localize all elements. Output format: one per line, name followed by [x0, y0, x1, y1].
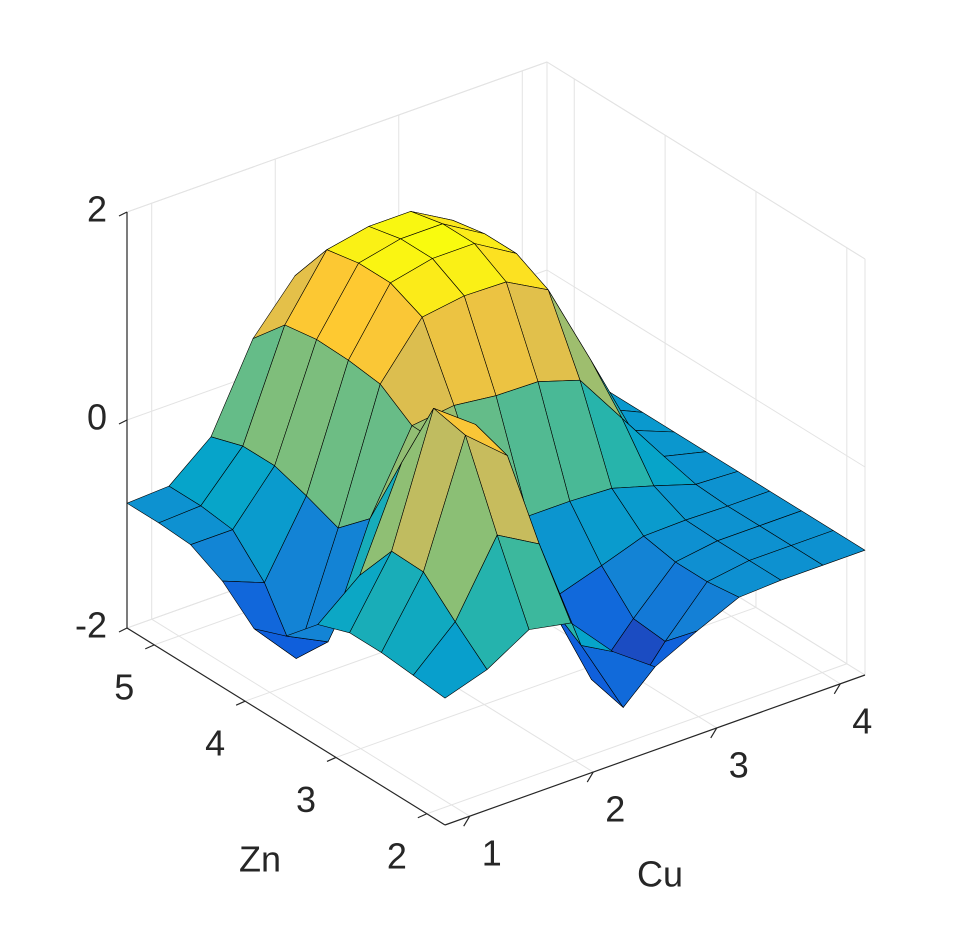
grid-line [546, 61, 866, 260]
x-tick [586, 771, 594, 783]
y-tick [235, 700, 246, 706]
y-axis-label: Zn [239, 839, 281, 880]
grid-line [126, 61, 548, 213]
y-tick-label: 5 [114, 666, 134, 707]
y-tick [326, 756, 337, 763]
z-tick-label: 0 [87, 397, 107, 438]
x-axis-line [444, 674, 866, 826]
y-tick [417, 813, 428, 819]
x-tick-label: 4 [852, 700, 872, 741]
y-tick-label: 3 [296, 779, 316, 820]
axes: 1 2 3 4 2 3 4 5-2 0 2 [75, 189, 872, 877]
y-axis-line [126, 627, 446, 826]
z-tick [118, 419, 128, 425]
grid-line [546, 269, 866, 468]
surface-patch [412, 621, 488, 699]
z-tick-label: 2 [87, 189, 107, 230]
surface [126, 211, 866, 708]
z-tick [118, 211, 128, 217]
z-tick-label: -2 [75, 605, 107, 646]
grid-line [426, 663, 847, 815]
x-axis-label: Cu [637, 854, 683, 895]
x-tick-label: 3 [729, 744, 749, 785]
x-tick-label: 2 [605, 789, 625, 830]
x-tick [710, 727, 718, 739]
y-tick-label: 4 [205, 723, 225, 764]
y-tick [145, 644, 155, 650]
y-tick-label: 2 [387, 835, 407, 876]
x-tick-label: 1 [482, 833, 502, 874]
x-tick [463, 815, 471, 827]
z-tick [118, 627, 128, 633]
grid-line [151, 618, 470, 817]
x-tick [833, 683, 841, 695]
